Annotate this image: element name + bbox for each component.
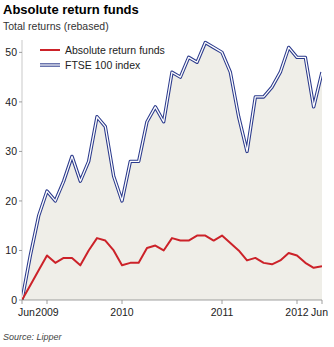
x-tick <box>22 300 23 304</box>
x-tick-label: 2009 <box>35 306 59 318</box>
x-tick-label: 2011 <box>211 306 234 318</box>
x-tick <box>122 300 123 304</box>
chart: Absolute return funds Total returns (reba… <box>0 0 334 347</box>
y-axis-line <box>22 40 23 300</box>
x-tick-label: Jun <box>18 306 35 318</box>
x-tick-label: Jun <box>311 306 328 318</box>
y-tick-label: 20 <box>5 195 17 207</box>
area-fill <box>22 42 322 300</box>
legend-swatch-inner <box>40 64 60 65</box>
y-tick <box>19 151 22 152</box>
y-tick-label: 10 <box>5 244 17 256</box>
y-tick <box>19 52 22 53</box>
y-tick <box>19 300 22 301</box>
y-tick <box>19 250 22 251</box>
x-tick <box>47 300 48 304</box>
y-tick-label: 50 <box>5 46 17 58</box>
line-inner <box>22 42 322 300</box>
y-tick <box>19 200 22 201</box>
legend-swatch <box>40 63 60 66</box>
y-tick <box>19 101 22 102</box>
x-tick-label: 2010 <box>110 306 134 318</box>
x-tick <box>322 300 323 304</box>
x-tick-label: 2012 <box>285 306 309 318</box>
y-tick-label: 0 <box>11 294 17 306</box>
subtitle: Total returns (rebased) <box>3 20 109 32</box>
line <box>22 236 322 300</box>
y-tick-label: 40 <box>5 96 17 108</box>
y-tick-label: 30 <box>5 145 17 157</box>
x-axis-line <box>22 300 322 301</box>
legend-label: FTSE 100 index <box>65 59 141 71</box>
legend-swatch <box>40 49 60 51</box>
plot-area <box>22 42 322 300</box>
x-tick <box>297 300 298 304</box>
title: Absolute return funds <box>3 2 139 17</box>
line-outer <box>22 42 322 300</box>
legend-label: Absolute return funds <box>65 44 165 56</box>
x-tick <box>222 300 223 304</box>
source: Source: Lipper <box>3 332 63 342</box>
